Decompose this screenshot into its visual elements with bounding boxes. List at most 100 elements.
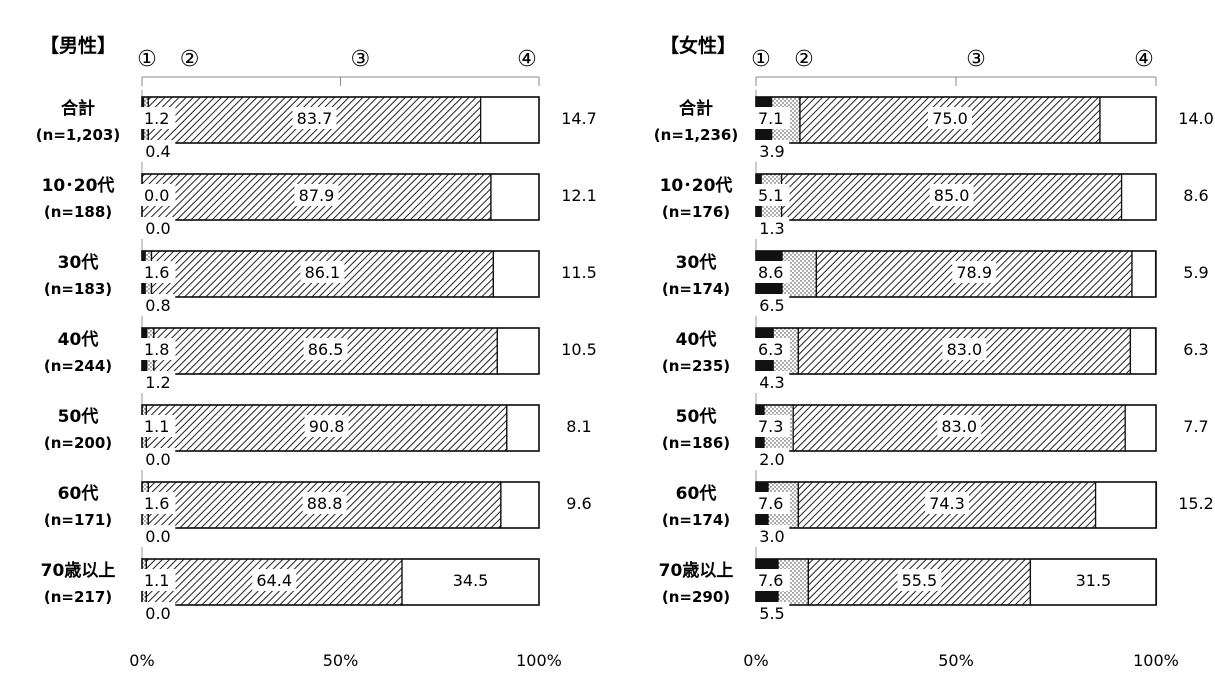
data-label-s2: 7.6 [758, 571, 783, 590]
data-label-s1-bg [140, 217, 176, 239]
data-label-s1: 4.3 [759, 373, 784, 392]
x-tick-label: 50% [323, 651, 359, 670]
category-label: 合計 [61, 98, 95, 119]
category-n-label: (n=174) [662, 280, 730, 298]
data-label-s2-bg [755, 338, 790, 360]
data-label-s1: 0.4 [145, 142, 170, 161]
data-label-s4-bg [1071, 569, 1116, 591]
x-tick-label: 50% [938, 651, 974, 670]
data-label-s4-bg [557, 107, 601, 129]
data-label-s3: 64.4 [256, 571, 292, 590]
legend-marker-2: ② [180, 47, 200, 72]
data-label-s4-bg [557, 338, 601, 360]
x-tick-label: 0% [129, 651, 154, 670]
data-label-s2: 5.1 [758, 186, 783, 205]
data-label-s4: 31.5 [1076, 571, 1112, 590]
data-label-s3: 78.9 [956, 263, 992, 282]
data-label-s1: 0.8 [145, 296, 170, 315]
data-label-s4-bg [1178, 261, 1214, 283]
legend-marker-4: ④ [517, 47, 537, 72]
data-label-s3-bg [952, 261, 997, 283]
data-label-s3-bg [942, 338, 987, 360]
data-label-s4: 11.5 [561, 263, 597, 282]
data-label-s2-bg [755, 415, 790, 437]
data-label-s1: 0.0 [145, 527, 170, 546]
data-label-s1-bg [140, 371, 176, 393]
chart-title: 【女性】 [660, 34, 736, 57]
data-label-s3: 90.8 [309, 417, 345, 436]
data-label-s1-bg [140, 448, 176, 470]
data-label-s2: 6.3 [758, 340, 783, 359]
data-label-s1-bg [140, 140, 176, 162]
data-label-s3: 85.0 [934, 186, 970, 205]
data-label-s3-bg [304, 415, 349, 437]
x-tick-label: 100% [516, 651, 562, 670]
data-label-s3: 86.1 [305, 263, 341, 282]
category-label: 60代 [676, 483, 717, 504]
data-label-s4: 14.0 [1178, 109, 1214, 128]
data-label-s2-bg [755, 492, 790, 514]
data-label-s2: 7.1 [758, 109, 783, 128]
data-label-s4: 8.1 [566, 417, 591, 436]
data-label-s4: 10.5 [561, 340, 597, 359]
category-label: 合計 [679, 98, 713, 119]
data-label-s3-bg [300, 261, 345, 283]
category-label: 10･20代 [42, 175, 115, 196]
data-label-s2-bg [755, 107, 790, 129]
data-label-s2: 1.6 [144, 494, 169, 513]
data-label-s4-bg [561, 415, 597, 437]
data-label-s4-bg [557, 184, 601, 206]
chart-title: 【男性】 [40, 34, 116, 57]
data-label-s1-bg [754, 371, 790, 393]
data-label-s2-bg [141, 184, 176, 206]
legend-marker-3: ③ [966, 47, 986, 72]
data-label-s4-bg [557, 261, 601, 283]
data-label-s1: 0.0 [145, 219, 170, 238]
data-label-s2: 1.1 [144, 571, 169, 590]
data-label-s1: 2.0 [759, 450, 784, 469]
data-label-s2-bg [141, 261, 176, 283]
data-label-s1-bg [754, 602, 790, 624]
category-n-label: (n=290) [662, 588, 730, 606]
data-label-s3-bg [937, 415, 982, 437]
data-label-s3: 74.3 [929, 494, 965, 513]
data-label-s3: 88.8 [307, 494, 343, 513]
category-n-label: (n=174) [662, 511, 730, 529]
legend-marker-3: ③ [350, 47, 370, 72]
category-label: 70歳以上 [41, 560, 116, 581]
bar-segment-s4 [1099, 96, 1157, 144]
data-label-s1-bg [754, 525, 790, 547]
data-label-s3: 75.0 [932, 109, 968, 128]
category-label: 40代 [58, 329, 99, 350]
data-label-s1-bg [754, 140, 790, 162]
data-label-s2-bg [141, 569, 176, 591]
category-label: 30代 [676, 252, 717, 273]
data-label-s4-bg [1178, 184, 1214, 206]
data-label-s2: 7.6 [758, 494, 783, 513]
data-label-s4-bg [1174, 492, 1215, 514]
bar-segment-s4 [1124, 404, 1157, 452]
data-label-s2-bg [141, 492, 176, 514]
category-label: 70歳以上 [659, 560, 734, 581]
data-label-s2: 1.2 [144, 109, 169, 128]
data-label-s1: 3.0 [759, 527, 784, 546]
category-label: 60代 [58, 483, 99, 504]
category-n-label: (n=186) [662, 434, 730, 452]
data-label-s3-bg [252, 569, 297, 591]
category-n-label: (n=171) [44, 511, 112, 529]
data-label-s3-bg [303, 338, 348, 360]
data-label-s1: 1.2 [145, 373, 170, 392]
data-label-s2: 7.3 [758, 417, 783, 436]
data-label-s1: 6.5 [759, 296, 784, 315]
data-label-s4: 6.3 [1183, 340, 1208, 359]
data-label-s3: 87.9 [299, 186, 335, 205]
bar-segment-s4 [492, 250, 540, 298]
bar-segment-s4 [500, 481, 540, 529]
data-label-s1-bg [140, 525, 176, 547]
data-label-s2: 1.1 [144, 417, 169, 436]
data-label-s3: 83.0 [947, 340, 983, 359]
data-label-s3-bg [302, 492, 347, 514]
legend-marker-4: ④ [1134, 47, 1154, 72]
